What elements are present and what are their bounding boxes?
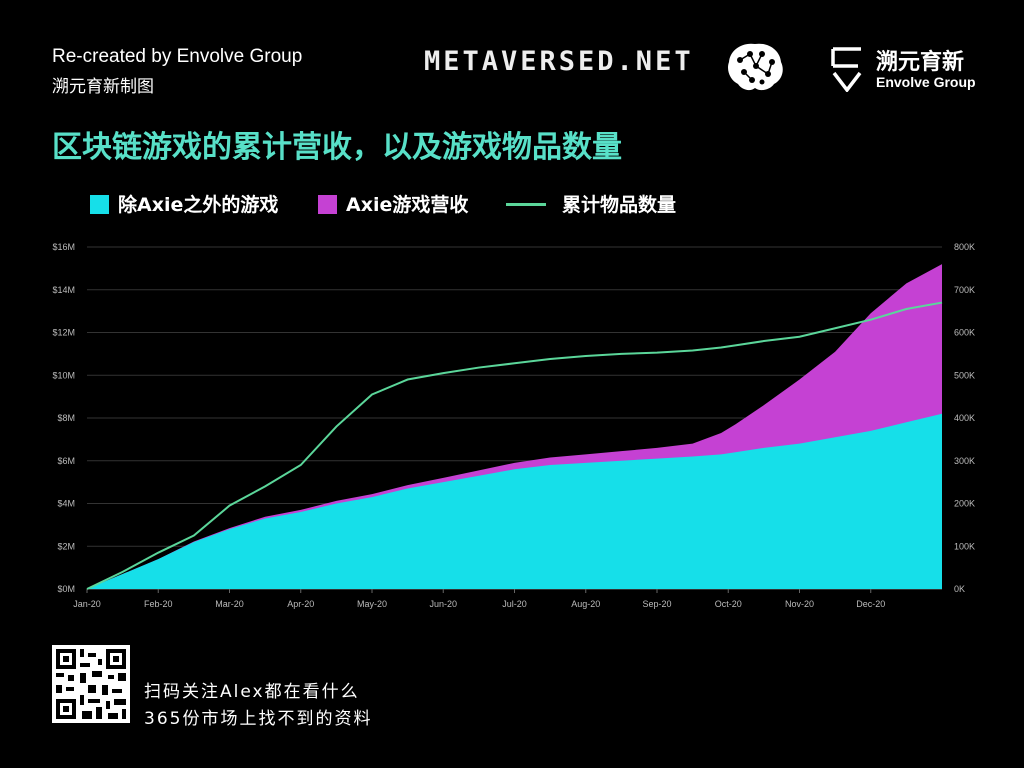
legend-label-axie: Axie游戏营收 <box>346 194 469 216</box>
y-left-tick-label: $12M <box>52 328 75 338</box>
envolve-name-en: Envolve Group <box>876 74 976 90</box>
brain-icon <box>728 43 783 91</box>
y-right-tick-label: 600K <box>954 328 975 338</box>
chart-plot: $0M $2M $4M $6M $8M $10M $12M $14M $16M 0K 100K 200… <box>52 242 975 609</box>
legend-label-non-axie: 除Axie之外的游戏 <box>118 194 279 216</box>
series-area-non-axie <box>87 413 942 589</box>
legend-swatch-non-axie <box>90 195 109 214</box>
y-right-tick-label: 400K <box>954 413 975 423</box>
x-tick-label: Jul-20 <box>502 599 527 609</box>
footer-line-2: 365份市场上找不到的资料 <box>144 709 373 729</box>
x-tick-label: Apr-20 <box>287 599 314 609</box>
y-left-tick-label: $10M <box>52 370 75 380</box>
y-left-tick-label: $16M <box>52 242 75 252</box>
credit-en: Re-created by Envolve Group <box>52 46 303 67</box>
x-tick-label: Mar-20 <box>215 599 244 609</box>
legend-label-items: 累计物品数量 <box>562 194 677 216</box>
y-right-tick-label: 200K <box>954 499 975 509</box>
y-left-tick-label: $0M <box>57 584 75 594</box>
legend-item-items: 累计物品数量 <box>506 190 676 217</box>
x-tick-label: Oct-20 <box>715 599 742 609</box>
x-tick-label: Feb-20 <box>144 599 173 609</box>
x-tick-label: Sep-20 <box>642 599 671 609</box>
y-right-tick-label: 100K <box>954 541 975 551</box>
envolve-logo-icon <box>831 47 862 92</box>
y-left-tick-label: $4M <box>57 499 75 509</box>
qr-code-icon[interactable] <box>52 645 130 723</box>
chart-title: 区块链游戏的累计营收，以及游戏物品数量 <box>52 130 622 165</box>
y-right-tick-label: 800K <box>954 242 975 252</box>
x-tick-label: Aug-20 <box>571 599 600 609</box>
y-left-tick-label: $2M <box>57 541 75 551</box>
y-right-tick-label: 300K <box>954 456 975 466</box>
x-tick-label: Nov-20 <box>785 599 814 609</box>
envolve-name-cn: 溯元育新 <box>876 50 965 75</box>
footer-line-1: 扫码关注Alex都在看什么 <box>144 682 360 702</box>
legend-line-items <box>506 203 546 206</box>
x-tick-label: Dec-20 <box>856 599 885 609</box>
series-line-items <box>86 301 943 590</box>
metaversed-logo-text: METAVERSED.NET <box>424 46 694 77</box>
y-left-tick-label: $6M <box>57 456 75 466</box>
legend-item-non-axie: 除Axie之外的游戏 <box>90 190 278 217</box>
y-right-tick-label: 500K <box>954 370 975 380</box>
y-right-tick-label: 0K <box>954 584 965 594</box>
y-right-tick-label: 700K <box>954 285 975 295</box>
x-tick-label: Jun-20 <box>429 599 457 609</box>
y-left-tick-label: $8M <box>57 413 75 423</box>
x-tick-label: Jan-20 <box>73 599 101 609</box>
legend-swatch-axie <box>318 195 337 214</box>
x-tick-label: May-20 <box>357 599 387 609</box>
y-left-tick-label: $14M <box>52 285 75 295</box>
credit-cn: 溯元育新制图 <box>52 77 154 97</box>
legend-item-axie: Axie游戏营收 <box>318 190 468 217</box>
